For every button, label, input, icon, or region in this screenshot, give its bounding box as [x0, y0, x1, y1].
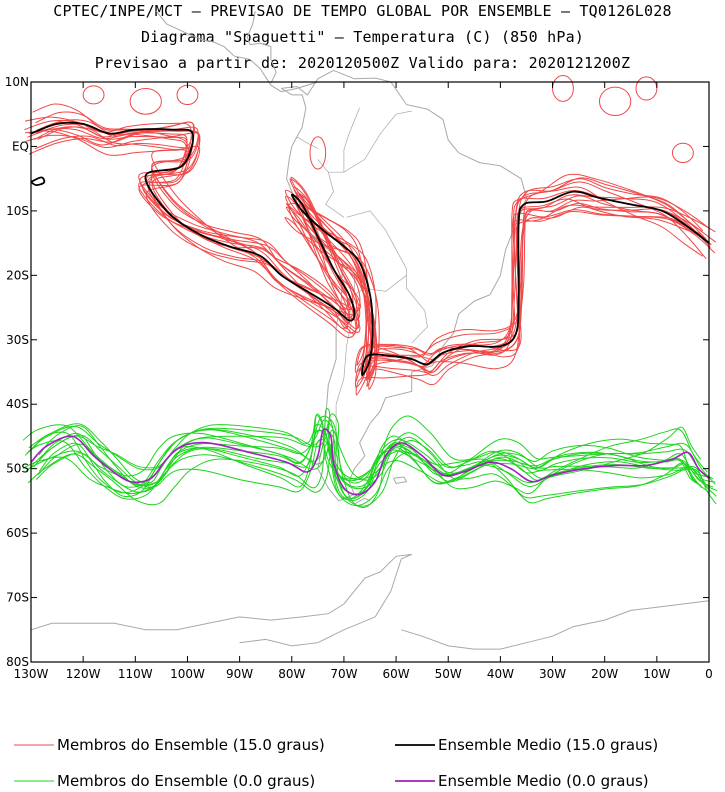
axes: 130W 120W 110W 100W 90W 80W 70W 60W 50W 40W 30W 20W…	[5, 75, 713, 681]
legend-label-1: Ensemble Medio (15.0 graus)	[438, 736, 658, 754]
x-tick-label: 20W	[591, 667, 618, 681]
members-0-member-14	[38, 419, 714, 500]
y-tick-label: 50S	[6, 462, 29, 476]
y-tick-label: 30S	[6, 333, 29, 347]
members-15-member-14	[34, 135, 703, 380]
x-tick-label: 0	[705, 667, 713, 681]
members-0-layer	[22, 407, 718, 508]
members-15-member-5	[36, 119, 704, 379]
coastline-1	[155, 10, 318, 93]
members-15-member-7	[37, 126, 716, 380]
ensemble-mean-layer	[30, 121, 710, 496]
coastline-3	[354, 497, 371, 505]
x-tick-label: 50W	[435, 667, 462, 681]
x-tick-label: 70W	[330, 667, 357, 681]
members-15-loop-7	[309, 136, 327, 170]
border-5	[296, 136, 318, 149]
border-0	[328, 110, 412, 173]
y-tick-label: 20S	[6, 268, 29, 282]
chart-title-line-1: CPTEC/INPE/MCT – PREVISAO DE TEMPO GLOBA…	[53, 2, 672, 20]
members-15-member-3	[32, 103, 704, 364]
members-15-loop-6	[82, 85, 105, 105]
members-15-member-6	[33, 126, 711, 388]
members-15-member-11	[25, 130, 712, 396]
border-2	[343, 262, 407, 296]
x-tick-label: 30W	[539, 667, 566, 681]
x-tick-label: 80W	[278, 667, 305, 681]
x-tick-label: 60W	[383, 667, 410, 681]
x-tick-label: 110W	[118, 667, 153, 681]
members-15-member-4	[24, 119, 703, 374]
plot-frame	[30, 81, 710, 663]
y-tick-label: 10S	[6, 204, 29, 218]
y-tick-label: EQ	[12, 139, 29, 153]
members-0-member-2	[38, 428, 708, 502]
legend: Membros do Ensemble (15.0 graus) Ensemble…	[14, 736, 658, 790]
members-15-member-10	[25, 132, 707, 382]
coastline-5	[30, 553, 412, 647]
y-tick-label: 10N	[5, 75, 29, 89]
members-15-loop-3	[598, 86, 632, 117]
x-tick-label: 40W	[487, 667, 514, 681]
members-15-loop-4	[635, 76, 658, 101]
legend-label-0: Membros do Ensemble (15.0 graus)	[57, 736, 325, 754]
members-0-member-8	[28, 413, 716, 485]
coastline-4	[393, 476, 408, 485]
coastline-map	[30, 10, 710, 650]
coastline-2	[246, 11, 277, 84]
mean-0-segment-0	[30, 428, 710, 496]
x-tick-label: 90W	[226, 667, 253, 681]
border-6	[343, 107, 360, 173]
legend-label-3: Ensemble Medio (0.0 graus)	[438, 772, 649, 790]
x-tick-label: 120W	[66, 667, 101, 681]
members-0-member-10	[25, 419, 702, 508]
y-tick-label: 70S	[6, 591, 29, 605]
coastline-6	[401, 600, 710, 650]
x-tick-label: 10W	[643, 667, 670, 681]
chart-title-line-2: Diagrama "Spaguetti" – Temperatura (C) (…	[140, 28, 585, 46]
members-15-layer	[24, 75, 717, 396]
x-tick-label: 130W	[14, 667, 49, 681]
mean-15-segment-1	[30, 176, 46, 186]
x-tick-label: 100W	[170, 667, 205, 681]
members-15-member-8	[35, 123, 712, 382]
y-tick-label: 60S	[6, 526, 29, 540]
border-4	[317, 159, 345, 218]
members-15-loop-1	[176, 84, 199, 106]
y-tick-label: 40S	[6, 397, 29, 411]
mean-15-segment-0	[30, 121, 710, 377]
border-1	[346, 210, 428, 344]
y-tick-label: 80S	[6, 655, 29, 669]
members-15-loop-5	[671, 142, 694, 164]
members-15-loop-2	[552, 75, 574, 102]
members-15-loop-0	[129, 87, 162, 115]
members-15-member-13	[25, 116, 706, 373]
legend-label-2: Membros do Ensemble (0.0 graus)	[57, 772, 315, 790]
chart-title-line-3: Previsao a partir de: 2020120500Z Valido…	[94, 54, 631, 72]
members-15-member-12	[35, 111, 716, 373]
